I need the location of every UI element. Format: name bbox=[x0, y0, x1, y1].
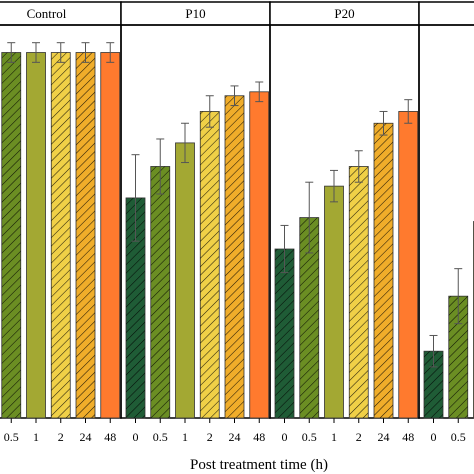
bar-hatch-4-2 bbox=[448, 296, 468, 418]
error-bar-1-4 bbox=[56, 42, 65, 63]
panel-frame-4 bbox=[418, 24, 474, 419]
error-bar-3-4 bbox=[354, 150, 363, 183]
chart-frame bbox=[0, 1, 474, 423]
bar-hatch-4-1 bbox=[424, 351, 443, 418]
bar-hatch-3-5 bbox=[374, 123, 393, 418]
error-bar-1-3 bbox=[32, 42, 40, 63]
bar-hatch-3-2 bbox=[299, 217, 319, 418]
x-tick-label: 0.5 bbox=[4, 430, 19, 444]
bar-1-6 bbox=[100, 52, 121, 419]
bar-hatch-2-1 bbox=[126, 197, 145, 418]
error-bar-2-1 bbox=[131, 154, 140, 242]
bar-hatch-3-4 bbox=[349, 166, 369, 418]
bar-hatch-1-5 bbox=[76, 52, 95, 418]
panel-label-3: P20 bbox=[334, 6, 354, 21]
x-tick-label: 2 bbox=[356, 430, 362, 444]
x-tick-label: 0 bbox=[282, 430, 288, 444]
bar-hatch-2-2 bbox=[150, 166, 170, 418]
x-tick-label: 2 bbox=[58, 430, 64, 444]
x-axis-title: Post treatment time (h) bbox=[190, 457, 328, 473]
x-tick-label: 24 bbox=[80, 430, 92, 444]
bar-2-3 bbox=[175, 142, 195, 419]
bar-hatch-2-5 bbox=[225, 95, 244, 419]
panel-strip-4 bbox=[418, 1, 474, 26]
x-tick-label: 1 bbox=[182, 430, 188, 444]
error-bar-3-1 bbox=[280, 224, 289, 274]
bar-hatch-1-2 bbox=[1, 52, 21, 418]
bars-layer bbox=[1, 42, 474, 419]
x-tick-label: 48 bbox=[402, 430, 414, 444]
x-tick-label: 1 bbox=[33, 430, 39, 444]
bar-3-3 bbox=[324, 185, 344, 419]
x-tick-label: 2 bbox=[207, 430, 213, 444]
panel-label-2: P10 bbox=[185, 6, 205, 21]
bar-2-6 bbox=[249, 91, 270, 419]
error-bar-3-6 bbox=[404, 99, 413, 124]
error-bar-3-3 bbox=[330, 169, 338, 203]
error-bar-1-2 bbox=[7, 42, 16, 63]
error-bar-2-4 bbox=[205, 95, 214, 128]
x-tick-label: 1 bbox=[331, 430, 337, 444]
labels-layer: Control 0 0.5 1 2 24 48 P10 0 0.5 1 2 24 48 P20 0 0.5 1 2 2… bbox=[4, 6, 466, 444]
x-tick-label: 24 bbox=[229, 430, 241, 444]
x-tick-label: 0 bbox=[133, 430, 139, 444]
bar-hatch-2-4 bbox=[200, 111, 220, 419]
error-bar-1-5 bbox=[81, 42, 90, 63]
x-tick-label: 0.5 bbox=[302, 430, 317, 444]
x-tick-label: 48 bbox=[253, 430, 265, 444]
error-bar-2-6 bbox=[255, 81, 264, 103]
bar-3-6 bbox=[398, 111, 419, 419]
bar-1-3 bbox=[26, 52, 46, 419]
x-tick-label: 0.5 bbox=[451, 430, 466, 444]
x-tick-label: 24 bbox=[378, 430, 390, 444]
x-tick-label: 48 bbox=[104, 430, 116, 444]
error-bar-2-2 bbox=[156, 138, 165, 195]
error-bar-4-1 bbox=[429, 334, 438, 368]
error-bar-3-2 bbox=[305, 181, 314, 254]
error-bar-2-3 bbox=[181, 122, 189, 164]
error-bar-2-5 bbox=[230, 85, 239, 107]
error-bar-3-5 bbox=[379, 110, 388, 136]
bar-hatch-1-4 bbox=[51, 52, 71, 418]
bar-hatch-3-1 bbox=[275, 249, 294, 418]
panel-label-1: Control bbox=[27, 6, 67, 21]
error-bar-4-2 bbox=[454, 268, 463, 325]
x-tick-label: 0.5 bbox=[153, 430, 168, 444]
x-tick-label: 0 bbox=[431, 430, 437, 444]
error-bar-1-6 bbox=[106, 42, 115, 63]
